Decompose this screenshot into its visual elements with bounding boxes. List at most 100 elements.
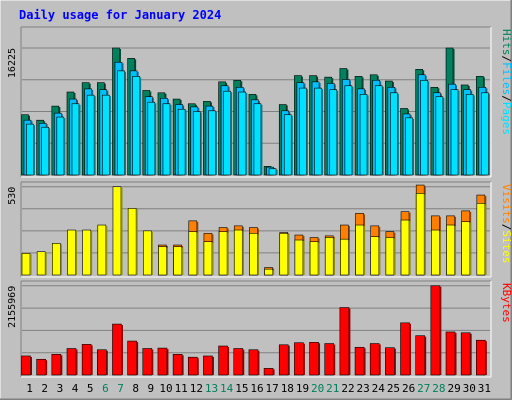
bar-pages-day-31: [481, 92, 490, 176]
bar-kbytes-day-16: [248, 349, 260, 376]
bar-pages-day-19-body: [299, 87, 307, 176]
bar-kbytes-day-11-shadow: [182, 355, 184, 375]
bar-kbytes-day-6-body: [97, 349, 107, 376]
x-tick-label-day-4: 4: [72, 382, 79, 395]
bar-pages-day-7-body: [117, 70, 125, 176]
bar-sites-day-1: [21, 253, 32, 276]
bar-pages-day-11: [177, 108, 187, 176]
bar-pages-day-14-shadow: [230, 92, 233, 175]
bar-pages-day-27-shadow: [427, 81, 430, 175]
bar-kbytes-day-15: [233, 348, 245, 376]
x-tick-label-day-11: 11: [175, 382, 188, 395]
bar-sites-day-13: [203, 241, 214, 276]
x-tick-label-day-19: 19: [296, 382, 309, 395]
bar-sites-day-19: [294, 239, 305, 276]
y-axis-label-part: /: [500, 95, 512, 102]
bar-kbytes-day-12-body: [187, 356, 198, 376]
bar-pages-day-13: [208, 110, 217, 176]
bar-kbytes-day-28-shadow: [439, 286, 442, 375]
bar-sites-day-21: [324, 237, 335, 276]
bar-kbytes-day-12: [187, 356, 199, 376]
bar-pages-day-26-body: [405, 117, 413, 176]
bar-kbytes-day-19: [294, 342, 305, 376]
bar-sites-day-16-body: [249, 233, 258, 276]
bar-kbytes-day-26-body: [400, 322, 410, 376]
x-tick-label-day-22: 22: [341, 382, 354, 395]
bar-sites-day-31: [476, 203, 487, 276]
bar-sites-day-14: [218, 231, 229, 276]
bar-sites-day-8-shadow: [136, 209, 138, 275]
x-tick-label-day-2: 2: [41, 382, 48, 395]
bar-pages-day-28: [435, 96, 445, 176]
bar-pages-day-1: [26, 123, 35, 176]
bar-sites-day-20-body: [309, 241, 319, 276]
bar-kbytes-day-16-body: [248, 349, 259, 376]
bar-pages-day-3: [56, 116, 66, 176]
bar-sites-day-20: [309, 241, 320, 276]
bar-sites-day-24-body: [370, 236, 380, 276]
x-axis-labels: 1 2 3 4 5 6 7 8 9 10 11 12 13 14 15 16 17 18 19 20 21 22 23 24 2…: [26, 382, 491, 395]
bar-kbytes-day-3-body: [51, 354, 62, 376]
bar-sites-day-22-body: [340, 238, 349, 276]
bar-pages-day-18: [283, 114, 293, 176]
bar-pages-day-21: [329, 89, 339, 176]
x-tick-label-day-7: 7: [117, 382, 124, 395]
bar-sites-day-26: [400, 219, 411, 276]
bar-kbytes-day-7: [112, 323, 123, 376]
bar-kbytes-day-4: [66, 348, 78, 376]
bar-kbytes-day-25: [385, 347, 396, 376]
bar-pages-day-31-shadow: [488, 93, 490, 175]
bar-kbytes-day-16-shadow: [257, 350, 260, 375]
bar-pages-day-11-shadow: [185, 110, 187, 175]
bar-sites-day-26-shadow: [409, 221, 411, 275]
bar-sites-day-27-shadow: [424, 194, 426, 275]
bar-sites-day-28-body: [431, 229, 440, 276]
bar-sites-day-3-shadow: [60, 244, 62, 275]
bar-pages-day-20: [314, 87, 324, 176]
bar-pages-day-7: [117, 70, 126, 176]
bar-sites-day-25-shadow: [393, 238, 396, 275]
bar-sites-day-19-shadow: [302, 241, 305, 275]
bar-sites-day-22: [340, 238, 350, 276]
bar-pages-day-27: [420, 79, 430, 176]
bar-kbytes-day-9: [142, 348, 154, 376]
x-tick-label-day-20: 20: [311, 382, 324, 395]
bar-kbytes-day-2-shadow: [45, 360, 48, 375]
bar-sites-day-25: [385, 237, 396, 276]
bar-sites-day-11: [173, 246, 184, 276]
bar-kbytes-day-3-shadow: [60, 355, 63, 375]
bar-sites-day-29-body: [446, 224, 455, 276]
bar-pages-day-25-shadow: [397, 93, 399, 175]
bar-kbytes-day-23: [354, 346, 366, 376]
bar-kbytes-day-27-shadow: [424, 336, 427, 375]
y-axis-label-part: KBytes: [500, 283, 512, 323]
bar-kbytes-day-20: [309, 342, 321, 376]
bar-sites-day-28: [431, 229, 441, 276]
bar-pages-day-5-body: [86, 94, 95, 176]
bar-sites-day-13-shadow: [211, 242, 214, 275]
bar-sites-day-7: [112, 186, 123, 276]
bar-sites-day-22-shadow: [348, 240, 350, 275]
bar-sites-day-23-shadow: [363, 226, 366, 275]
bar-kbytes-day-26-shadow: [409, 323, 412, 375]
x-tick-label-day-5: 5: [87, 382, 94, 395]
panel-kbytes: 2155969 KBytes: [7, 280, 512, 378]
bar-pages-day-10: [162, 103, 172, 176]
x-tick-label-day-6: 6: [102, 382, 109, 395]
x-tick-label-day-10: 10: [159, 382, 172, 395]
bar-kbytes-day-6: [97, 349, 108, 376]
bar-sites-day-12: [188, 231, 199, 276]
bar-sites-day-17: [264, 268, 275, 276]
bar-sites-day-28-shadow: [439, 231, 441, 275]
bar-sites-day-7-shadow: [120, 187, 123, 275]
bar-pages-day-21-body: [329, 89, 338, 176]
bar-sites-day-3-body: [52, 243, 61, 276]
bar-kbytes-day-18: [278, 344, 290, 376]
bar-pages-day-24: [374, 85, 384, 176]
bar-pages-day-8-body: [132, 76, 140, 176]
y-tick-label-hits-files-pages: 16225: [7, 48, 18, 78]
bar-pages-day-19-shadow: [306, 89, 308, 175]
x-tick-label-day-24: 24: [372, 382, 386, 395]
bar-pages-day-22-shadow: [351, 86, 354, 175]
